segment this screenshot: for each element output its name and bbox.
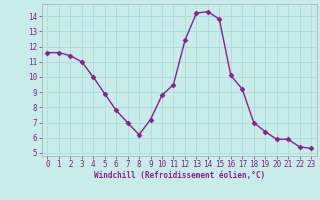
X-axis label: Windchill (Refroidissement éolien,°C): Windchill (Refroidissement éolien,°C) <box>94 171 265 180</box>
